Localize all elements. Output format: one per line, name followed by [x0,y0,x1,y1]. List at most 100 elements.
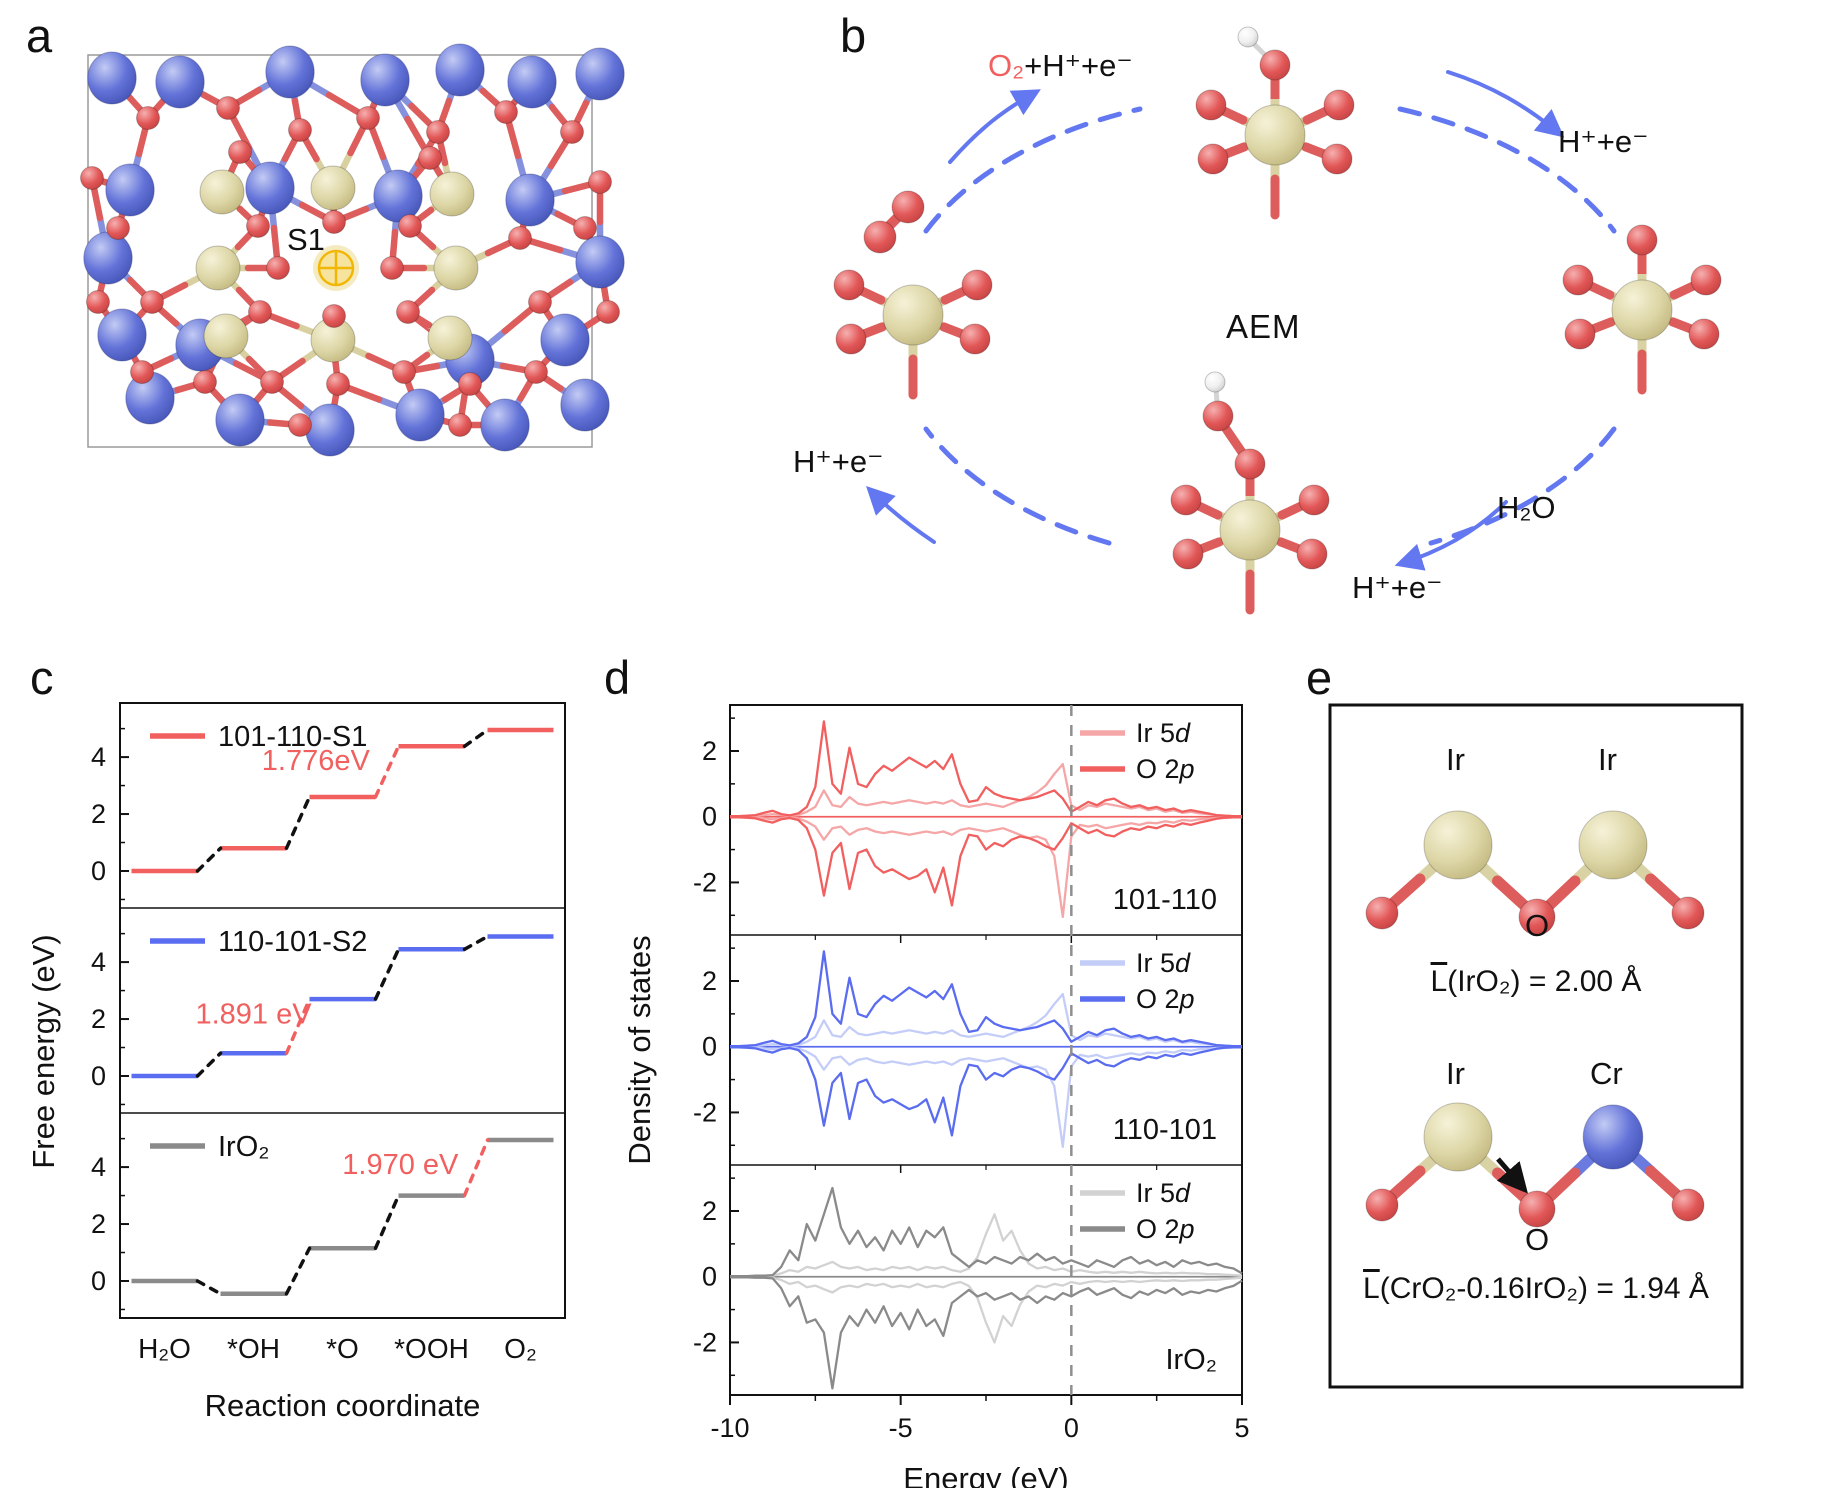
o-atom [1690,264,1722,296]
d-ytick-label: 0 [702,802,717,832]
o-atom [266,256,290,280]
panel-b-aem-cycle [833,26,1722,615]
d-o2p-up-curve [730,950,1242,1048]
c-ytick-label: 0 [91,1061,106,1091]
aem-center-label: AEM [1226,308,1301,345]
o-atom [216,96,240,120]
cr-label-bottom: Cr [1590,1056,1623,1091]
proton-electron-label-top-right: H⁺+e⁻ [1558,124,1649,159]
intermediate-o [1562,224,1722,395]
panel-a-crystal-structure [80,43,625,457]
o-atom [891,190,925,224]
o-atom [1688,318,1720,350]
cr-atom [215,393,265,447]
cr-atom [395,388,445,442]
d-yaxis-title: Density of states [622,935,657,1164]
o-atom [1259,49,1291,81]
cr-atom [560,378,610,432]
o-atom [1365,896,1399,930]
c-ytick-label: 4 [91,947,106,977]
bridge-o-atom [1518,898,1556,936]
panel-letter-a: a [26,9,53,62]
ir-atom [1423,810,1493,880]
cr-atom [505,173,555,227]
proton-electron-label-left: H⁺+e⁻ [793,444,884,479]
c-ytick-label: 2 [91,1209,106,1239]
o-atom [326,372,350,396]
cycle-arc [923,426,1112,546]
o-atom [573,216,597,240]
cr-atom [540,313,590,367]
c-legend-label: 110-101-S2 [218,926,367,958]
c-step-connector [195,1051,223,1078]
o2-release-o2: O₂ [988,48,1025,83]
cr-atom [155,55,205,109]
o-atom [1323,89,1355,121]
o-atom [1564,318,1596,350]
c-step-connector [373,947,401,1001]
cr-atom [1582,1104,1644,1170]
o-atom [288,118,312,142]
d-legend-label: O 2p [1136,1214,1195,1244]
o-atom [961,269,993,301]
d-ytick-label: 2 [702,966,717,996]
d-ytick-label: 0 [702,1032,717,1062]
c-rate-label: 1.891 eV [195,998,312,1030]
o-atom [494,100,518,124]
d-o2p-up-curve [730,1186,1243,1278]
ir-atom [433,245,479,291]
d-xtick-label: 0 [1064,1413,1079,1443]
o-atom [140,290,164,314]
ir-atom [429,171,475,217]
o-atom [398,214,422,238]
o-atom [458,372,482,396]
o-atom [959,323,991,355]
cr-atom [360,53,410,107]
o2-release-label: O₂+H⁺+e⁻ [988,48,1133,84]
intermediate-ooh [1170,371,1330,615]
h-release-arrow-top-right [1446,70,1565,138]
cr-atom [373,169,423,223]
o2-release-arrow [948,89,1041,164]
o-atom [1202,400,1234,432]
cr-atom [83,231,133,285]
c-ytick-label: 0 [91,1266,106,1296]
c-xtick-label: *O [326,1333,359,1364]
o-atom [560,120,584,144]
formula-rest: (IrO₂) = 2.00 Å [1447,965,1642,998]
ir-atom [310,165,356,211]
d-ir5d-up-curve [730,992,1242,1048]
ir-atom [195,245,241,291]
o2-molecule [863,190,925,254]
c-plot-border [119,702,566,1319]
ir-atom [1219,499,1281,561]
o-atom [835,323,867,355]
o-atom [86,290,110,314]
o-atom [322,304,346,328]
panel-letter-b: b [840,9,867,62]
o-atom [1298,484,1330,516]
o-atom [1296,538,1328,570]
d-ir5d-down-curve [730,815,1242,919]
proton-electron-label-bottom: H⁺+e⁻ [1352,570,1443,605]
c-ytick-label: 4 [91,1152,106,1182]
o-atom [130,360,154,384]
d-o2p-down-curve [730,1046,1242,1137]
c-step-connector [195,1279,223,1296]
o-label-top: O [1525,908,1550,943]
o-atom [863,220,897,254]
c-xtick-label: H₂O [138,1333,191,1364]
d-o2p-up-curve [730,720,1242,818]
d-legend-label: O 2p [1136,984,1195,1014]
d-xtick-label: -5 [889,1413,913,1443]
o-atom [322,210,346,234]
mean-length-symbol: L [1430,965,1448,998]
o-atom [288,413,312,437]
h-release-arrow-left [866,486,936,544]
cr-atom [265,45,315,99]
o-atom [1170,484,1202,516]
active-site-label: S1 [287,222,325,257]
c-step-connector [284,1246,312,1296]
ir-atom [427,315,473,361]
